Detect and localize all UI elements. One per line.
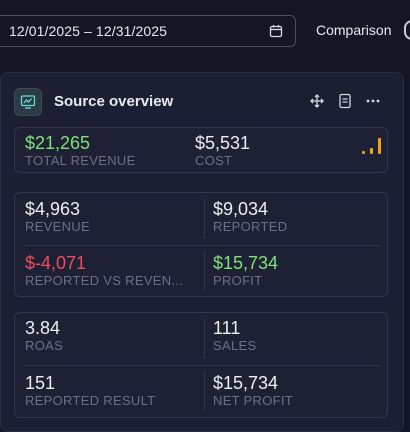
- divider: [204, 319, 205, 359]
- net-profit-value: $15,734: [213, 373, 279, 393]
- divider: [25, 365, 381, 366]
- net-profit-label: NET PROFIT: [213, 393, 294, 408]
- revenue-metric: $4,963 REVENUE: [25, 199, 90, 235]
- reported-vs-revenue-metric: $-4,071 REPORTED VS REVEN...: [25, 253, 183, 289]
- total-revenue-metric: $21,265 TOTAL REVENUE: [25, 133, 136, 169]
- divider: [204, 371, 205, 411]
- chart-monitor-icon: [14, 88, 42, 116]
- cost-metric: $5,531 COST: [195, 133, 250, 169]
- date-range-value: 12/01/2025 – 12/31/2025: [9, 23, 168, 39]
- reported-result-value: 151: [25, 373, 56, 393]
- cost-value: $5,531: [195, 133, 251, 153]
- date-range-picker[interactable]: 12/01/2025 – 12/31/2025: [0, 15, 296, 47]
- net-profit-metric: $15,734 NET PROFIT: [213, 373, 293, 409]
- reported-metric: $9,034 REPORTED: [213, 199, 287, 235]
- reported-value: $9,034: [213, 199, 269, 219]
- comparison-toggle[interactable]: [404, 20, 410, 40]
- source-overview-card: Source overview: [0, 72, 404, 432]
- top-bar: 12/01/2025 – 12/31/2025 Comparison: [0, 0, 410, 60]
- move-icon[interactable]: [309, 93, 325, 109]
- sales-metric: 111 SALES: [213, 318, 256, 354]
- divider: [204, 251, 205, 291]
- revenue-label: REVENUE: [25, 219, 90, 234]
- revenue-group-panel: $4,963 REVENUE $9,034 REPORTED $-4,071 R…: [14, 192, 388, 297]
- calendar-icon: [269, 25, 283, 38]
- revenue-value: $4,963: [25, 199, 81, 219]
- sales-value: 111: [213, 318, 241, 338]
- trend-bars-icon: [362, 138, 381, 154]
- comparison-label: Comparison: [316, 22, 392, 38]
- profit-metric: $15,734 PROFIT: [213, 253, 278, 289]
- card-title: Source overview: [54, 93, 174, 110]
- reported-vs-revenue-label: REPORTED VS REVEN...: [25, 273, 184, 288]
- total-revenue-value: $21,265: [25, 133, 91, 153]
- summary-panel: $21,265 TOTAL REVENUE $5,531 COST: [14, 127, 388, 173]
- roas-value: 3.84: [25, 318, 61, 338]
- divider: [204, 199, 205, 239]
- profit-value: $15,734: [213, 253, 279, 273]
- total-revenue-label: TOTAL REVENUE: [25, 153, 136, 168]
- more-icon[interactable]: [365, 93, 381, 109]
- reported-result-metric: 151 REPORTED RESULT: [25, 373, 155, 409]
- roas-metric: 3.84 ROAS: [25, 318, 63, 354]
- cost-label: COST: [195, 153, 233, 168]
- sales-label: SALES: [213, 338, 257, 353]
- profit-label: PROFIT: [213, 273, 263, 288]
- document-icon[interactable]: [337, 93, 353, 109]
- divider: [25, 245, 381, 246]
- card-header: Source overview: [1, 73, 403, 127]
- performance-group-panel: 3.84 ROAS 111 SALES 151 REPORTED RESULT …: [14, 312, 388, 418]
- roas-label: ROAS: [25, 338, 64, 353]
- reported-label: REPORTED: [213, 219, 288, 234]
- reported-vs-revenue-value: $-4,071: [25, 253, 87, 273]
- reported-result-label: REPORTED RESULT: [25, 393, 156, 408]
